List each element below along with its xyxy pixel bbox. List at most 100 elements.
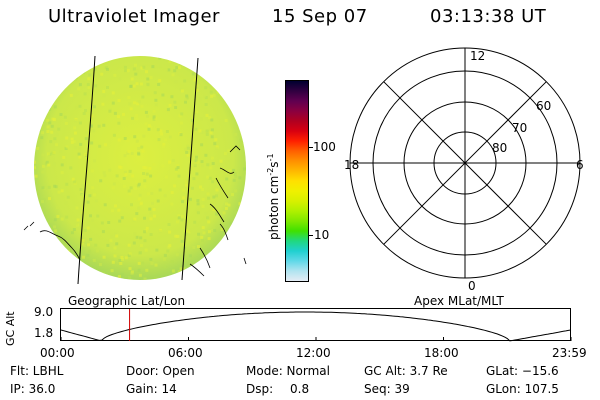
disk-speckle (239, 138, 243, 142)
disk-speckle (55, 60, 59, 64)
disk-speckle (210, 128, 214, 132)
disk-speckle (36, 105, 39, 109)
disk-speckle (117, 121, 121, 125)
disk-speckle (58, 70, 62, 74)
disk-speckle (46, 125, 50, 129)
disk-speckle (248, 107, 251, 110)
disk-speckle (256, 51, 259, 54)
disk-speckle (92, 129, 96, 133)
disk-speckle (90, 141, 94, 145)
disk-speckle (50, 124, 54, 128)
disk-speckle (158, 230, 162, 234)
disk-speckle (98, 263, 102, 266)
disk-speckle (92, 258, 96, 262)
disk-speckle (58, 52, 61, 55)
info-dsp-value: 0.8 (290, 382, 310, 396)
disk-speckle (26, 98, 29, 101)
disk-speckle (146, 83, 150, 87)
disk-speckle (54, 251, 58, 255)
disk-speckle (41, 186, 45, 190)
disk-speckle (243, 141, 246, 145)
disk-speckle (49, 253, 53, 256)
disk-speckle (24, 91, 27, 94)
disk-speckle (197, 266, 201, 270)
disk-speckle (121, 257, 124, 261)
disk-speckle (100, 221, 104, 225)
disk-speckle (45, 212, 49, 216)
disk-speckle (253, 224, 256, 227)
disk-speckle (160, 132, 164, 136)
disk-speckle (87, 77, 91, 81)
disk-speckle (76, 218, 80, 222)
disk-speckle (48, 228, 52, 232)
disk-speckle (239, 56, 243, 59)
disk-speckle (174, 234, 178, 238)
disk-speckle (44, 62, 48, 66)
disk-speckle (209, 166, 213, 170)
disk-speckle (34, 205, 35, 209)
disk-speckle (47, 163, 51, 167)
disk-speckle (225, 177, 229, 181)
disk-speckle (188, 281, 191, 284)
disk-speckle (46, 118, 50, 122)
disk-speckle (218, 246, 221, 250)
disk-speckle (205, 113, 209, 117)
disk-speckle (84, 153, 88, 157)
disk-speckle (201, 204, 205, 208)
disk-speckle (187, 62, 191, 66)
longitude-line (181, 57, 199, 281)
disk-speckle (45, 85, 49, 89)
disk-speckle (118, 219, 122, 223)
disk-speckle (78, 146, 82, 150)
disk-speckle (78, 83, 82, 87)
disk-speckle (56, 82, 60, 86)
disk-speckle (173, 69, 177, 73)
disk-speckle (81, 70, 85, 74)
disk-speckle (45, 96, 49, 100)
mlt-label-12: 12 (470, 49, 485, 63)
xtick-label-1800: 18:00 (424, 346, 459, 360)
disk-speckle (117, 99, 121, 103)
disk-speckle (77, 60, 81, 63)
disk-speckle (34, 269, 35, 273)
disk-speckle (218, 61, 222, 65)
disk-speckle (153, 214, 156, 218)
disk-speckle (243, 105, 246, 109)
altitude-plot-frame (60, 308, 571, 341)
disk-speckle (158, 56, 162, 60)
disk-speckle (194, 127, 198, 131)
disk-speckle (144, 110, 148, 114)
disk-speckle (147, 124, 151, 128)
disk-speckle (48, 121, 52, 125)
disk-speckle (168, 59, 172, 63)
colorbar-gradient (286, 81, 308, 281)
disk-speckle (209, 73, 213, 77)
unit-text: photon cm (267, 175, 281, 240)
disk-speckle (227, 149, 231, 153)
disk-speckle (59, 113, 63, 116)
disk-speckle (112, 182, 116, 186)
disk-speckle (27, 150, 30, 153)
disk-speckle (34, 157, 35, 160)
disk-speckle (26, 155, 29, 158)
disk-speckle (225, 256, 229, 260)
disk-speckle (66, 249, 70, 253)
disk-speckle (40, 97, 44, 101)
disk-speckle (174, 106, 178, 109)
disk-speckle (27, 192, 30, 195)
disk-speckle (113, 73, 117, 77)
disk-speckle (117, 275, 121, 279)
disk-speckle (246, 237, 249, 240)
disk-speckle (247, 104, 250, 107)
disk-speckle (203, 277, 207, 280)
disk-speckle (204, 86, 208, 90)
disk-speckle (89, 237, 93, 241)
disk-speckle (231, 110, 235, 114)
disk-speckle (143, 184, 147, 188)
disk-speckle (200, 56, 204, 57)
disk-speckle (27, 175, 30, 178)
disk-speckle (154, 263, 158, 267)
disk-speckle (147, 127, 151, 131)
disk-speckle (215, 188, 219, 192)
disk-speckle (198, 129, 202, 133)
